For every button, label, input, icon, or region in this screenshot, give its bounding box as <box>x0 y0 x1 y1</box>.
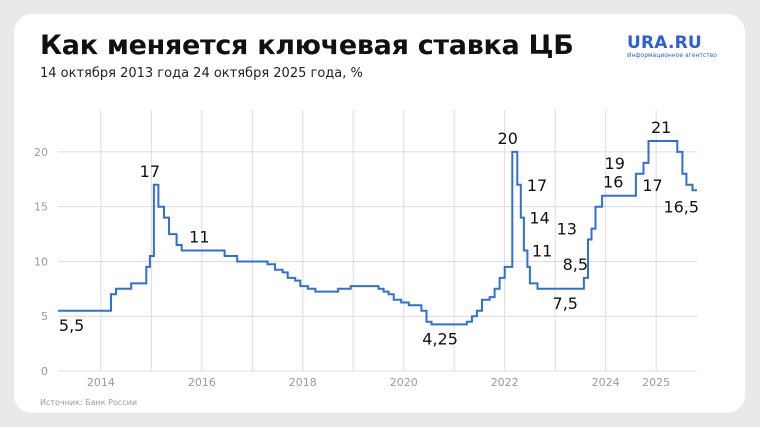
y-tick-label: 20 <box>34 146 48 159</box>
axis-ticks: 0 5 10 15 20 2014 2016 2018 2020 2022 2024 2025 <box>34 146 670 389</box>
data-label: 11 <box>532 242 552 261</box>
series-layer <box>58 140 697 326</box>
data-label: 16 <box>603 173 623 192</box>
logo-tagline: Информационное агентство <box>627 52 717 59</box>
grid <box>58 110 697 372</box>
page-title: Как меняется ключевая ставка ЦБ <box>40 30 574 61</box>
data-label: 13 <box>557 220 577 239</box>
x-tick-label: 2022 <box>491 376 519 389</box>
data-label: 4,25 <box>422 329 458 348</box>
x-tick-label: 2025 <box>642 376 670 389</box>
x-tick-label: 2024 <box>592 376 620 389</box>
logo: URA.RU Информационное агентство <box>627 34 722 60</box>
y-tick-label: 15 <box>34 201 48 214</box>
data-label: 11 <box>189 228 209 247</box>
data-label: 7,5 <box>553 294 578 313</box>
data-label: 14 <box>529 209 549 228</box>
y-tick-label: 5 <box>41 310 48 323</box>
data-label: 21 <box>651 118 671 137</box>
chart-card <box>14 14 745 413</box>
x-tick-label: 2016 <box>188 376 216 389</box>
page-subtitle: 14 октября 2013 года 24 октября 2025 год… <box>40 66 363 81</box>
data-label: 17 <box>642 176 662 195</box>
data-label: 5,5 <box>59 316 84 335</box>
data-label: 17 <box>527 176 547 195</box>
y-tick-label: 0 <box>41 365 48 378</box>
y-tick-label: 10 <box>34 255 48 268</box>
x-tick-label: 2020 <box>390 376 418 389</box>
data-label: 19 <box>605 154 625 173</box>
data-label: 8,5 <box>563 255 588 274</box>
key-rate-line <box>58 140 697 326</box>
logo-name: URA.RU <box>627 33 702 53</box>
x-tick-label: 2018 <box>289 376 317 389</box>
x-tick-label: 2014 <box>87 376 115 389</box>
source-note: Источник: Банк России <box>40 398 138 407</box>
data-label: 17 <box>140 162 160 181</box>
data-label: 16,5 <box>663 197 699 216</box>
data-label: 20 <box>498 129 518 148</box>
